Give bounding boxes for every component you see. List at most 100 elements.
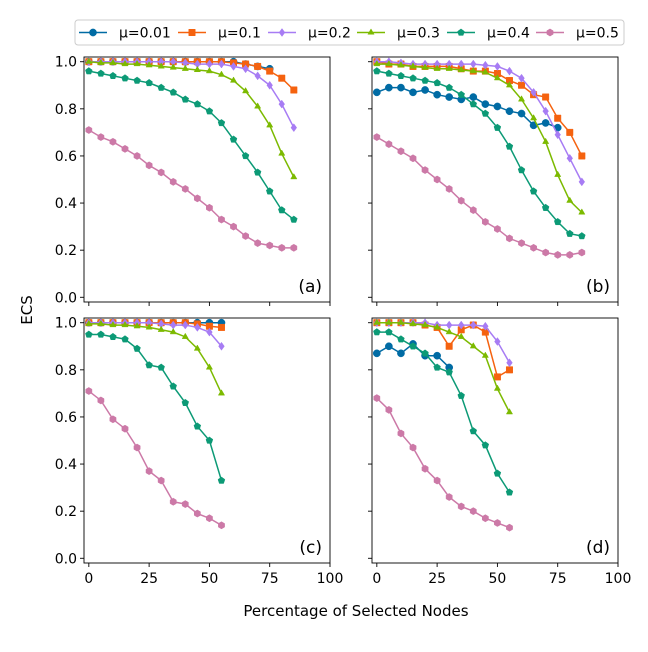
panel-b: (b) bbox=[368, 56, 619, 306]
legend-marker bbox=[367, 28, 375, 35]
data-point bbox=[218, 59, 225, 69]
data-point bbox=[157, 168, 165, 177]
data-point bbox=[433, 351, 441, 360]
data-point bbox=[278, 74, 286, 82]
data-point bbox=[457, 391, 465, 399]
data-point bbox=[254, 102, 262, 109]
data-point bbox=[278, 243, 286, 252]
series-μ=0.01 bbox=[372, 83, 562, 132]
data-point bbox=[206, 203, 213, 212]
data-point bbox=[505, 81, 514, 88]
legend-label: μ=0.3 bbox=[397, 26, 440, 42]
data-point bbox=[457, 196, 465, 205]
data-point bbox=[517, 95, 526, 102]
data-point bbox=[566, 250, 574, 259]
data-point bbox=[181, 500, 189, 508]
data-point bbox=[566, 196, 574, 203]
axes-frame bbox=[371, 56, 619, 303]
data-point bbox=[373, 328, 381, 336]
data-point bbox=[242, 87, 250, 94]
data-point bbox=[290, 243, 298, 252]
data-point bbox=[397, 349, 405, 358]
y-tick-label: 0.4 bbox=[55, 457, 77, 473]
data-point bbox=[133, 443, 141, 452]
data-point bbox=[109, 320, 117, 328]
data-point bbox=[109, 137, 117, 146]
data-point bbox=[385, 328, 393, 336]
data-point bbox=[205, 67, 213, 74]
panel-label: (d) bbox=[586, 538, 610, 558]
data-point bbox=[445, 493, 453, 501]
data-point bbox=[421, 63, 429, 70]
panel-c: 0.0 0.2 0.4 0.6 0.8 1.0 0 25 50 75 100 (c) bbox=[55, 316, 344, 587]
data-point bbox=[578, 232, 586, 240]
data-point bbox=[518, 73, 525, 83]
data-point bbox=[266, 241, 274, 250]
data-point bbox=[372, 88, 381, 97]
y-tick-label: 0.6 bbox=[55, 410, 77, 426]
data-point bbox=[133, 344, 141, 352]
data-point bbox=[97, 133, 105, 141]
data-point bbox=[397, 83, 405, 92]
series-line bbox=[376, 70, 582, 237]
data-point bbox=[529, 187, 538, 195]
data-point bbox=[85, 319, 93, 326]
data-point bbox=[85, 387, 93, 395]
data-point bbox=[242, 232, 249, 240]
data-point bbox=[85, 67, 93, 75]
data-point bbox=[481, 218, 489, 226]
y-tick-label: 1.0 bbox=[55, 55, 77, 71]
data-point bbox=[109, 415, 117, 424]
data-point bbox=[97, 396, 105, 405]
data-point bbox=[421, 320, 429, 328]
y-tick-label: 0.0 bbox=[55, 290, 77, 306]
data-point bbox=[445, 368, 453, 376]
data-point bbox=[397, 147, 405, 156]
data-point bbox=[409, 443, 417, 452]
data-point bbox=[433, 64, 441, 71]
legend-marker bbox=[89, 28, 97, 37]
data-point bbox=[385, 59, 393, 67]
data-point bbox=[385, 69, 393, 77]
data-point bbox=[157, 476, 165, 485]
data-point bbox=[397, 71, 405, 80]
legend-marker bbox=[278, 28, 286, 37]
data-point bbox=[169, 497, 177, 506]
data-point bbox=[433, 323, 441, 330]
data-point bbox=[109, 58, 117, 65]
data-point bbox=[193, 65, 201, 73]
data-point bbox=[397, 335, 405, 343]
data-point bbox=[409, 62, 417, 69]
series-μ=0.4 bbox=[373, 328, 514, 496]
data-point bbox=[506, 66, 513, 76]
data-point bbox=[445, 93, 454, 101]
data-point bbox=[397, 429, 405, 438]
data-point bbox=[457, 90, 465, 98]
series-μ=0.5 bbox=[373, 394, 513, 532]
data-point bbox=[266, 121, 274, 128]
data-point bbox=[290, 123, 298, 133]
data-point bbox=[506, 523, 513, 532]
data-point bbox=[109, 332, 117, 341]
x-tick-label: 50 bbox=[200, 571, 218, 587]
data-point bbox=[121, 59, 129, 67]
data-point bbox=[372, 349, 381, 358]
axes-frame bbox=[83, 56, 331, 303]
data-point bbox=[493, 469, 502, 477]
data-point bbox=[469, 507, 477, 516]
data-point bbox=[445, 185, 453, 193]
data-point bbox=[542, 106, 549, 116]
legend-label: μ=0.2 bbox=[308, 26, 351, 42]
data-point bbox=[505, 107, 514, 116]
data-point bbox=[218, 521, 225, 530]
data-point bbox=[481, 109, 490, 117]
data-point bbox=[494, 337, 501, 346]
data-point bbox=[518, 239, 525, 247]
x-tick-label: 0 bbox=[84, 571, 93, 587]
legend-entry: μ=0.5 bbox=[536, 26, 619, 42]
data-point bbox=[205, 436, 214, 444]
data-point bbox=[506, 358, 513, 368]
data-point bbox=[230, 222, 237, 231]
x-tick-label: 25 bbox=[140, 571, 158, 587]
